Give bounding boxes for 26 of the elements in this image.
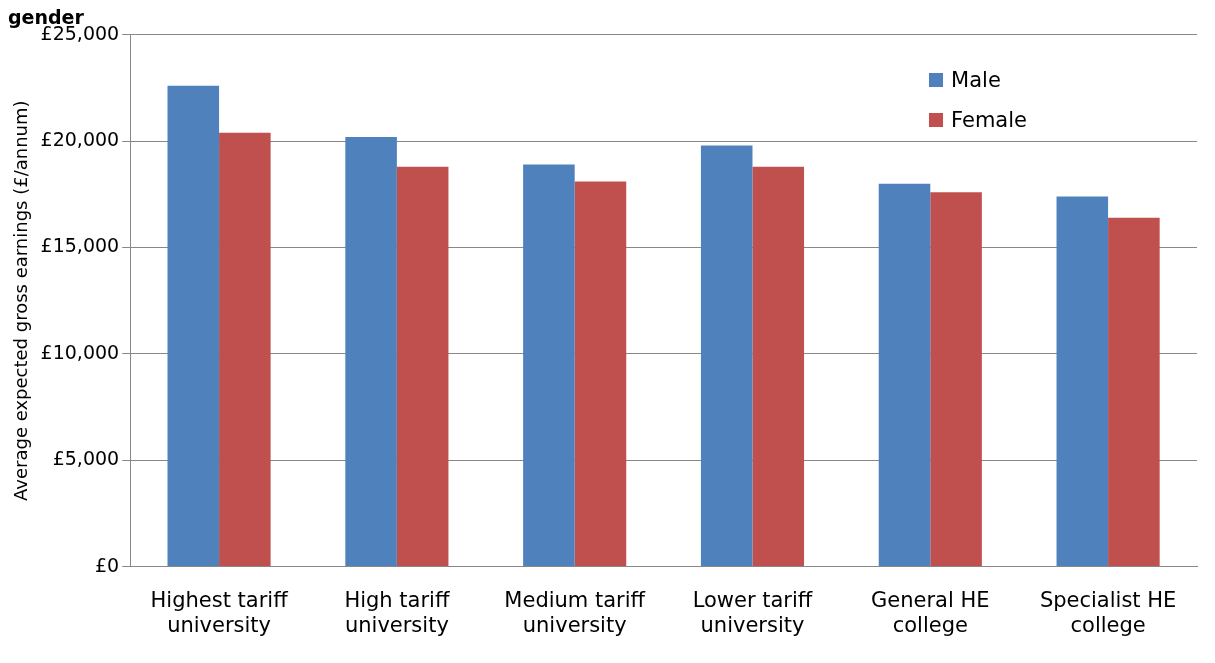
y-tick-label: £10,000 [40,340,120,363]
bar [878,183,931,567]
y-axis-title: Average expected gross earnings (£/annum) [10,100,32,501]
y-tick-label: £0 [94,553,120,576]
y-tick-label: £15,000 [40,234,120,257]
x-tick-label: Lower tariff university [692,587,813,637]
bar [523,164,575,567]
bar [1056,196,1109,567]
y-tick-label: £20,000 [40,128,120,151]
x-tick-label: Highest tariff university [150,587,289,637]
bar [167,85,220,567]
bar [219,132,271,567]
bar [1108,217,1160,567]
legend-label: Male [951,68,1001,92]
y-tick-label: £5,000 [52,447,120,470]
x-tick-label: Specialist HE college [1039,587,1177,637]
x-tick-label: Medium tariff university [504,587,646,637]
bar [574,181,627,567]
x-tick-label: General HE college [871,587,990,637]
bar [345,136,397,567]
bar [930,192,982,567]
x-tick-label: High tariff university [344,587,450,637]
legend-label: Female [951,108,1027,132]
bar [752,166,805,567]
bar [700,145,753,567]
bar [396,166,449,567]
